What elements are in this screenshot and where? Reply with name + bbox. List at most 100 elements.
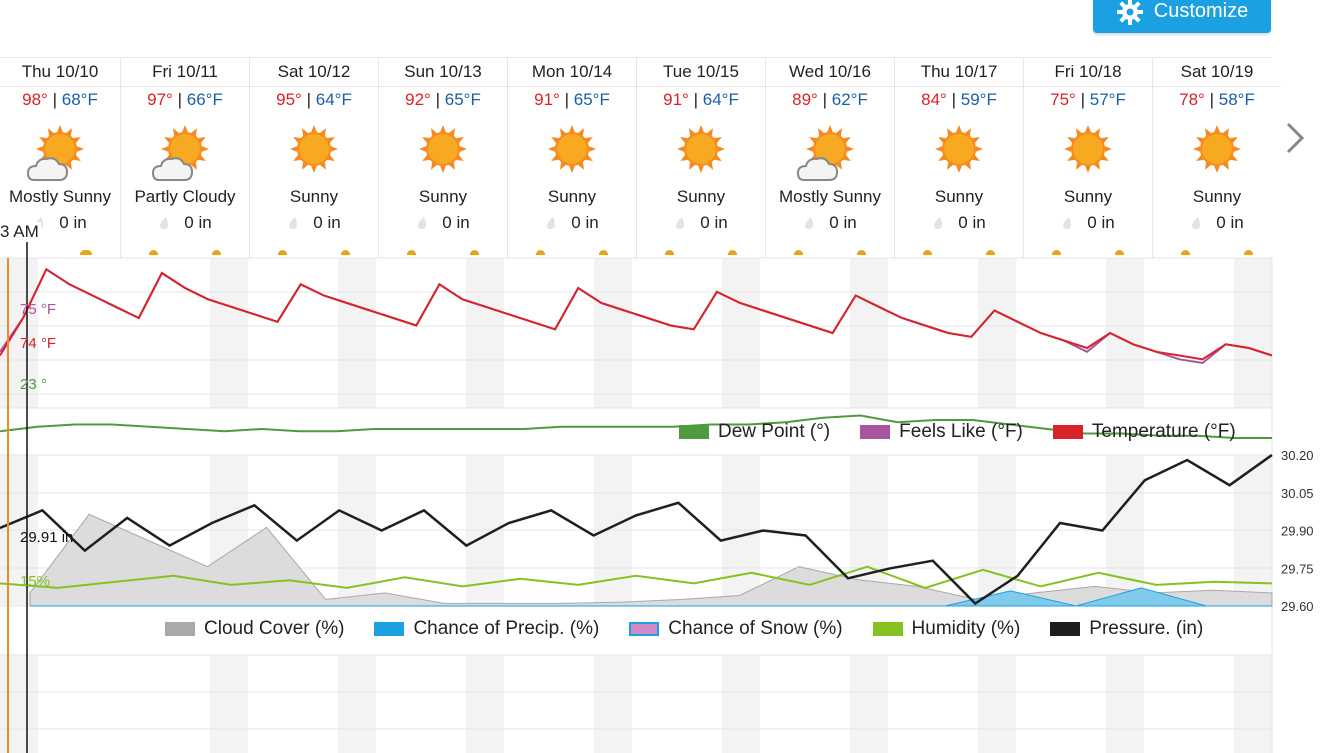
sunrise-marker [149,250,158,255]
precip-value: 0 in [313,213,341,232]
sun-icon [379,114,507,184]
sunset-marker [212,250,221,255]
temperature-swatch [1052,425,1083,439]
raindrop-icon [805,217,814,229]
raindrop-icon [160,217,169,229]
day-name: Sat 10/12 [250,58,378,87]
temperature-legend: Dew Point (°) Feels Like (°F) Temperatur… [679,421,1236,443]
night-band [978,258,1016,408]
pressure-cursor-label: 29.91 in [20,529,73,546]
temperature-cursor-label: 74 °F [20,335,56,352]
sun-icon [250,114,378,184]
precip-value: 0 in [571,213,599,232]
sun-icon [508,114,636,184]
day-temps: 75° | 57°F [1024,90,1152,114]
condition-label: Sunny [289,187,339,206]
temp-separator: | [435,90,441,109]
day-temps: 84° | 59°F [895,90,1023,114]
day-column[interactable]: Sat 10/19 78° | 58°F Sunny 0 in [1153,58,1281,258]
feels-like-cursor-label: 75 °F [20,301,56,318]
day-column[interactable]: Thu 10/17 84° | 59°F Sunny 0 in [895,58,1024,258]
day-column[interactable]: Sat 10/12 95° | 64°F Sunny 0 in [250,58,379,258]
night-band [722,655,760,753]
day-column[interactable]: Fri 10/18 75° | 57°F Sunny 0 in [1024,58,1153,258]
legend-temperature-label: Temperature (°F) [1091,421,1236,442]
sunset-marker [599,250,608,255]
legend-feels-like-label: Feels Like (°F) [899,421,1023,442]
night-band [466,655,504,753]
day-temps: 91° | 64°F [637,90,765,114]
night-band [722,258,760,408]
sunrise-marker [278,250,287,255]
snow-swatch [629,622,660,636]
precip-value: 0 in [829,213,857,232]
precip-value: 0 in [958,213,986,232]
sun-cloud-icon [121,114,249,184]
high-temp: 84° [921,90,947,109]
low-temp: 58°F [1218,90,1255,109]
condition-label: Mostly Sunny [778,187,882,206]
feels-like-line [0,267,1273,365]
low-temp: 59°F [960,90,997,109]
day-column[interactable]: Sun 10/13 92° | 65°F Sunny 0 in [379,58,508,258]
sunrise-marker [407,250,416,255]
conditions-legend: Cloud Cover (%) Chance of Precip. (%) Ch… [165,618,1203,640]
raindrop-icon [676,217,685,229]
day-column[interactable]: Tue 10/15 91° | 64°F Sunny 0 in [637,58,766,258]
condition-label: Sunny [1063,187,1113,206]
day-column[interactable]: Fri 10/11 97° | 66°F Partly Cloudy 0 in [121,58,250,258]
night-band [210,655,248,753]
high-temp: 91° [534,90,560,109]
sun-cloud-icon [766,114,894,184]
temp-separator: | [564,90,570,109]
precip-amount: 0 in [766,210,894,236]
day-column[interactable]: Wed 10/16 89° | 62°F Mostly Sunny 0 in [766,58,895,258]
day-column[interactable]: Thu 10/10 98° | 68°F Mostly Sunny 0 in [0,58,121,258]
condition-label: Sunny [418,187,468,206]
precip-value: 0 in [184,213,212,232]
day-temps: 78° | 58°F [1153,90,1281,114]
day-temps: 89° | 62°F [766,90,894,114]
legend-precip-label: Chance of Precip. (%) [413,618,600,639]
precip-value: 0 in [59,213,87,232]
day-column[interactable]: Mon 10/14 91° | 65°F Sunny 0 in [508,58,637,258]
pressure-swatch [1050,622,1081,636]
condition-label: Sunny [934,187,984,206]
condition-label: Partly Cloudy [134,187,236,206]
low-temp: 65°F [573,90,610,109]
legend-pressure[interactable]: Pressure. (in) [1050,618,1203,640]
precip-amount: 0 in [379,210,507,236]
day-name: Thu 10/10 [0,58,120,87]
legend-temperature[interactable]: Temperature (°F) [1052,421,1236,443]
legend-feels-like[interactable]: Feels Like (°F) [860,421,1023,443]
night-band [594,258,632,408]
dew-point-cursor-label: 23 ° [20,376,47,393]
next-arrow-icon[interactable] [1282,120,1308,156]
precip-value: 0 in [1087,213,1115,232]
night-band [0,655,38,753]
raindrop-icon [1192,217,1201,229]
sunrise-marker [665,250,674,255]
legend-humidity[interactable]: Humidity (%) [872,618,1020,640]
precip-amount: 0 in [895,210,1023,236]
precip-value: 0 in [1216,213,1244,232]
night-band [1106,655,1144,753]
legend-snow[interactable]: Chance of Snow (%) [629,618,843,640]
sunrise-marker [1181,250,1190,255]
legend-dew-point-label: Dew Point (°) [718,421,831,442]
high-temp: 95° [276,90,302,109]
high-temp: 92° [405,90,431,109]
pressure-tick-label: 29.90 [1281,524,1314,539]
precip-value: 0 in [442,213,470,232]
pressure-tick-label: 29.75 [1281,561,1314,576]
legend-cloud-cover[interactable]: Cloud Cover (%) [165,618,344,640]
sunset-marker [1115,250,1124,255]
legend-dew-point[interactable]: Dew Point (°) [679,421,830,443]
sunrise-marker [536,250,545,255]
customize-label: Customize [1153,0,1249,22]
legend-precip[interactable]: Chance of Precip. (%) [374,618,599,640]
precip-value: 0 in [700,213,728,232]
sunset-marker [1244,250,1253,255]
sunrise-marker [794,250,803,255]
customize-button[interactable]: Customize [1093,0,1271,33]
